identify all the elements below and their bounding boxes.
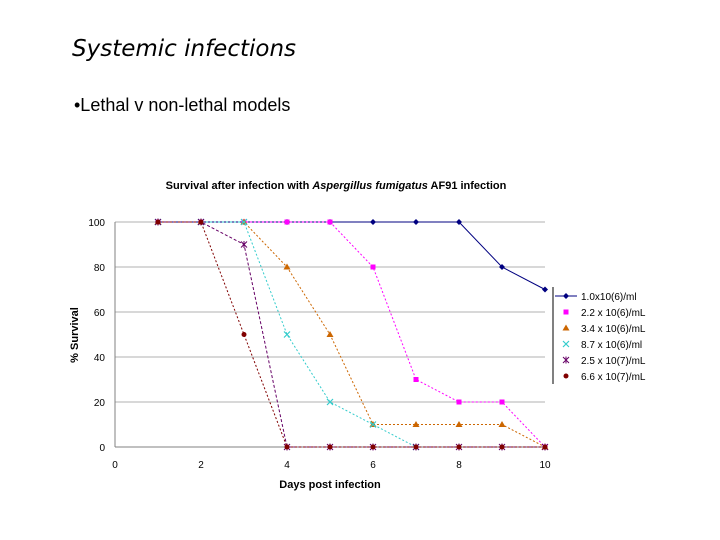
legend-label-2: 2.2 x 10(6)/mL	[581, 308, 646, 319]
x-tick-label: 0	[112, 460, 118, 471]
y-tick-label: 40	[94, 353, 106, 364]
data-point-6	[370, 444, 376, 450]
chart-title: Survival after infection with Aspergillu…	[166, 180, 507, 192]
legend-label-3: 3.4 x 10(6)/mL	[581, 324, 646, 335]
legend-label-6: 6.6 x 10(7)/mL	[581, 372, 646, 383]
data-point-4	[240, 218, 248, 226]
legend-marker-5	[562, 356, 570, 364]
legend-marker-2	[563, 309, 569, 315]
data-point-3	[455, 421, 463, 427]
legend-marker-4	[562, 340, 570, 348]
slide-title: Systemic infections	[72, 36, 297, 62]
data-point-1	[370, 219, 376, 225]
series-line-3	[158, 221, 546, 448]
x-tick-label: 6	[370, 460, 376, 471]
series-line-2	[158, 221, 546, 448]
data-point-6	[198, 219, 204, 225]
legend-label-1: 1.0x10(6)/ml	[581, 292, 637, 303]
data-point-6	[542, 444, 548, 450]
data-point-4	[369, 421, 377, 428]
data-point-3	[283, 263, 291, 270]
data-point-4	[283, 331, 291, 338]
data-point-6	[327, 444, 333, 450]
data-point-1	[413, 219, 419, 225]
data-point-3	[326, 331, 334, 337]
series-line-5	[158, 221, 545, 448]
data-point-6	[456, 444, 462, 450]
y-tick-label: 20	[94, 398, 106, 409]
y-tick-label: 60	[94, 308, 106, 319]
data-point-1	[542, 286, 548, 293]
data-point-1	[456, 219, 462, 225]
data-point-4	[326, 398, 334, 406]
data-point-6	[284, 444, 290, 450]
data-point-2	[370, 264, 376, 270]
y-tick-label: 80	[94, 263, 106, 274]
x-tick-label: 4	[284, 460, 290, 471]
data-point-3	[498, 421, 506, 427]
data-point-2	[413, 377, 419, 382]
data-point-3	[412, 421, 420, 427]
legend-marker-3	[562, 324, 570, 331]
data-point-5	[240, 241, 248, 248]
legend-label-4: 8.7 x 10(6)/ml	[581, 340, 642, 351]
y-axis-label: % Survival	[69, 307, 81, 363]
data-point-2	[284, 219, 290, 225]
data-point-2	[499, 399, 505, 405]
legend-label-5: 2.5 x 10(7)/mL	[581, 356, 646, 367]
x-tick-label: 8	[456, 460, 462, 471]
data-point-2	[327, 219, 333, 225]
x-axis-label: Days post infection	[279, 479, 381, 491]
data-point-1	[499, 264, 505, 270]
y-tick-label: 0	[99, 443, 105, 454]
y-tick-label: 100	[88, 218, 105, 229]
data-point-6	[241, 332, 247, 337]
x-tick-label: 10	[539, 460, 551, 471]
series-line-1	[158, 221, 546, 290]
x-tick-label: 2	[198, 460, 204, 471]
legend-marker-1	[563, 293, 569, 299]
data-point-6	[413, 444, 419, 450]
data-point-6	[499, 444, 505, 450]
data-point-6	[155, 219, 161, 225]
series-line-6	[158, 221, 545, 448]
legend-marker-6	[563, 373, 569, 379]
data-point-2	[456, 399, 462, 405]
bullet-text: •Lethal v non-lethal models	[74, 95, 291, 115]
